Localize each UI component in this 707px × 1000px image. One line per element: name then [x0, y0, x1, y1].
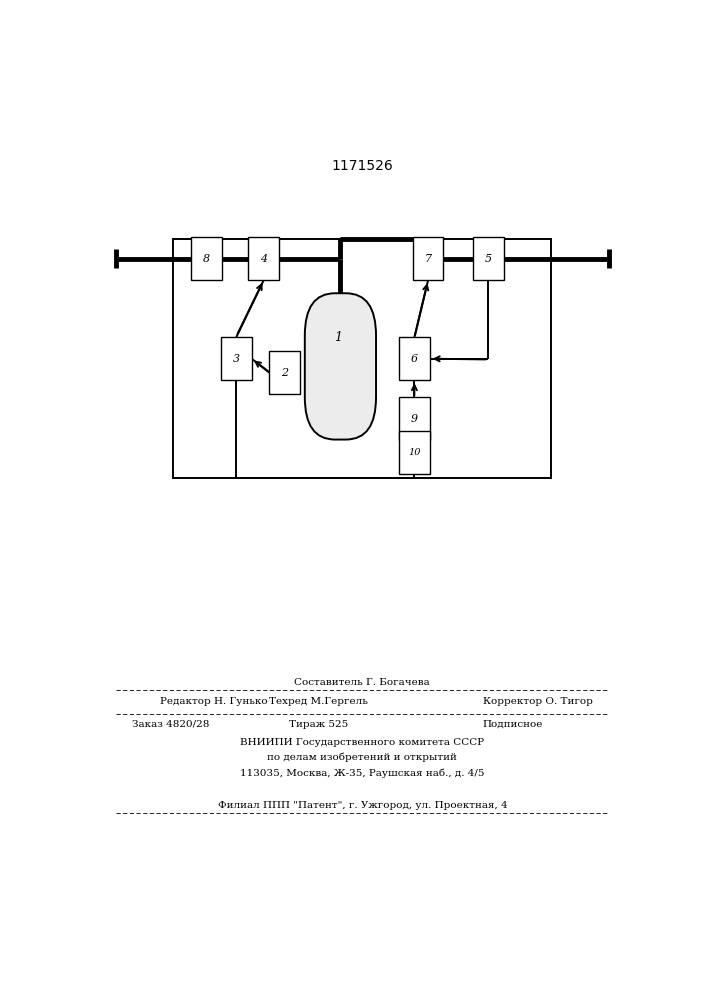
Text: 10: 10 [408, 448, 421, 457]
Text: Корректор О. Тигор: Корректор О. Тигор [483, 697, 592, 706]
Bar [191, 237, 221, 280]
Bar [399, 431, 430, 474]
Bar [399, 397, 430, 440]
Text: 2: 2 [281, 368, 288, 378]
Text: 3: 3 [233, 354, 240, 364]
Text: Тираж 525: Тираж 525 [289, 720, 348, 729]
Bar [173, 239, 551, 478]
FancyBboxPatch shape [305, 293, 376, 440]
Text: Редактор Н. Гунько: Редактор Н. Гунько [160, 697, 267, 706]
Text: 113035, Москва, Ж-35, Раушская наб., д. 4/5: 113035, Москва, Ж-35, Раушская наб., д. … [240, 768, 484, 778]
Bar [399, 337, 430, 380]
Text: 8: 8 [203, 254, 210, 264]
Text: 9: 9 [411, 414, 418, 424]
Text: ВНИИПИ Государственного комитета СССР: ВНИИПИ Государственного комитета СССР [240, 738, 484, 747]
Text: Заказ 4820/28: Заказ 4820/28 [132, 720, 209, 729]
Text: 1171526: 1171526 [332, 159, 393, 173]
Text: 4: 4 [260, 254, 267, 264]
Bar [413, 237, 443, 280]
Text: 6: 6 [411, 354, 418, 364]
Text: по делам изобретений и открытий: по делам изобретений и открытий [267, 753, 457, 762]
Bar [269, 351, 300, 394]
Text: Составитель Г. Богачева: Составитель Г. Богачева [294, 678, 431, 687]
Text: 5: 5 [485, 254, 492, 264]
Text: Подписное: Подписное [483, 720, 543, 729]
Text: 7: 7 [424, 254, 432, 264]
Bar [221, 337, 252, 380]
Bar [473, 237, 503, 280]
Text: 1: 1 [334, 331, 341, 344]
Text: Филиал ППП "Патент", г. Ужгород, ул. Проектная, 4: Филиал ППП "Патент", г. Ужгород, ул. Про… [218, 801, 507, 810]
Text: Техред М.Гергель: Техред М.Гергель [269, 697, 368, 706]
Bar [248, 237, 279, 280]
